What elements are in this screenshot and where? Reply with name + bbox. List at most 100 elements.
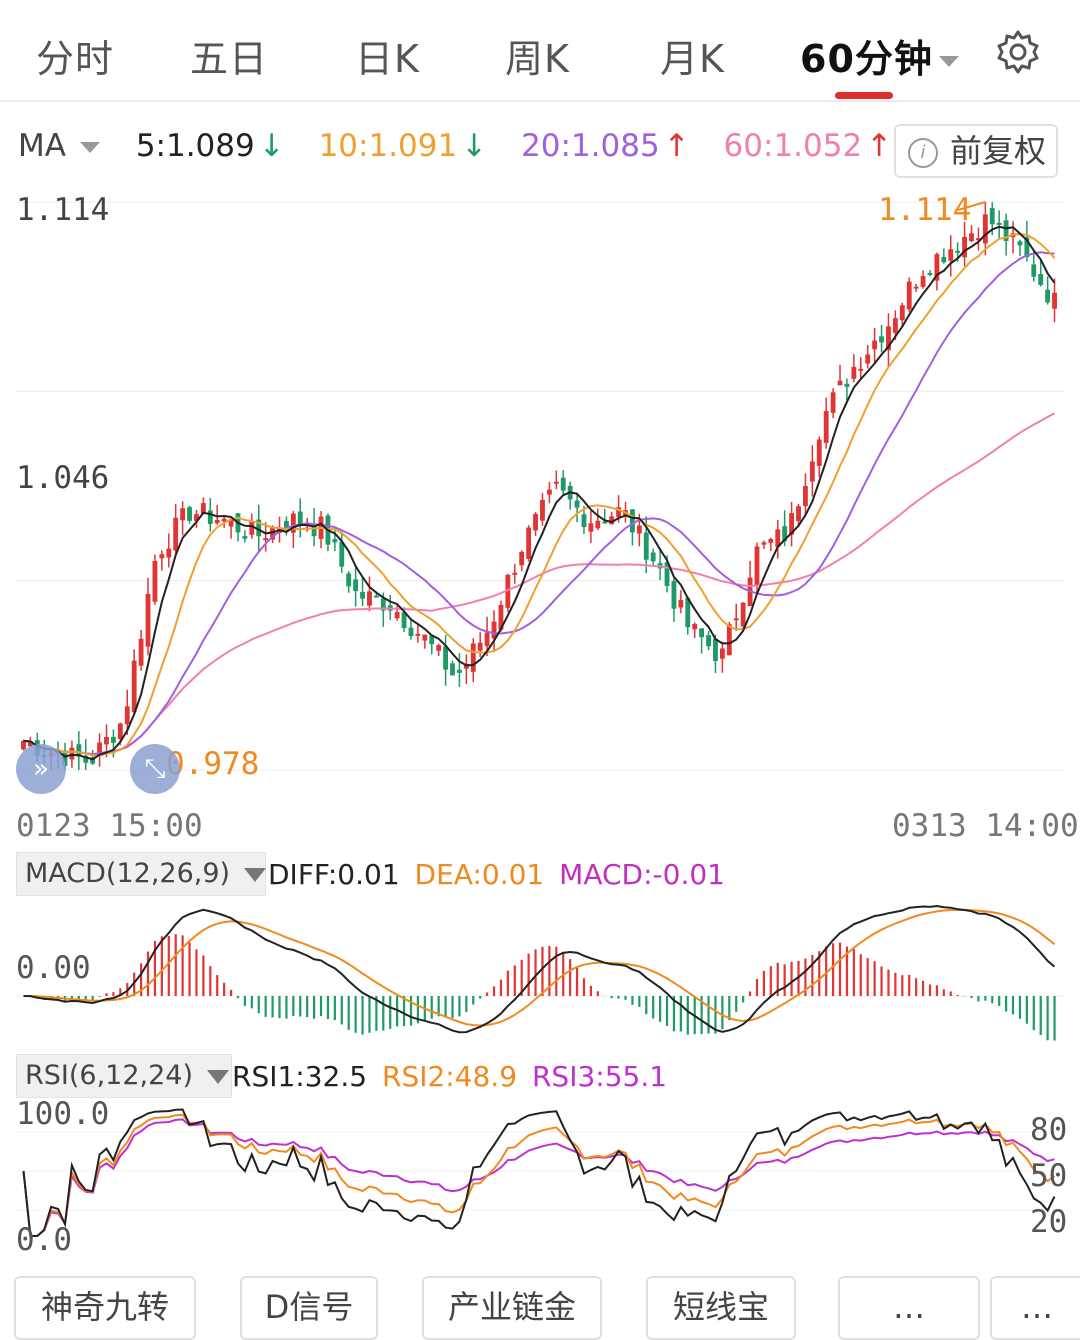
candle-body <box>346 573 352 587</box>
gear-icon[interactable] <box>994 28 1042 76</box>
candle-body <box>477 642 483 651</box>
candle-body <box>519 551 525 566</box>
candle-body <box>1052 292 1057 309</box>
candle-body <box>21 741 26 750</box>
candle-body <box>297 511 303 526</box>
candle-body <box>975 238 981 241</box>
industry-chain-button[interactable]: 产业链金 <box>422 1276 602 1340</box>
magic-nine-button[interactable]: 神奇九转 <box>14 1276 196 1340</box>
rsi-chart[interactable] <box>0 1098 1080 1248</box>
d-signal-button[interactable]: D信号 <box>240 1276 378 1340</box>
tab-daily-k[interactable]: 日K <box>355 37 420 81</box>
candle-body <box>263 538 269 541</box>
candle-body <box>858 368 864 371</box>
rsi-top-label: 100.0 <box>16 1096 110 1132</box>
candle-body <box>97 742 103 756</box>
price-axis-mid: 1.046 <box>16 460 110 496</box>
candle-body <box>422 634 428 641</box>
candle-body <box>242 536 248 539</box>
tab-weekly-k[interactable]: 周K <box>505 37 570 81</box>
candle-body <box>830 392 836 413</box>
candle-body <box>809 461 815 482</box>
candle-body <box>145 593 151 647</box>
more-button-1[interactable]: … <box>838 1276 980 1340</box>
candle-body <box>726 624 732 656</box>
candle-body <box>837 380 843 386</box>
candle-body <box>540 499 545 521</box>
candle-body <box>636 525 642 534</box>
ma-selector[interactable]: MA <box>18 128 122 164</box>
candle-body <box>1003 220 1009 241</box>
macd-chart[interactable] <box>0 896 1080 1046</box>
candle-body <box>802 486 808 507</box>
candle-body <box>671 581 677 609</box>
candle-body <box>367 591 372 606</box>
candle-body <box>989 208 995 225</box>
short-line-button[interactable]: 短线宝 <box>646 1276 796 1340</box>
candle-body <box>692 623 698 630</box>
tab-intraday[interactable]: 分时 <box>36 37 115 81</box>
candle-body <box>311 524 317 537</box>
info-icon: i <box>908 138 938 168</box>
candle-body <box>214 519 220 524</box>
candle-body <box>595 520 601 529</box>
macd-selector[interactable]: MACD(12,26,9) <box>16 852 267 896</box>
candle-body <box>256 519 262 537</box>
candle-body <box>450 663 455 676</box>
candle-body <box>664 562 670 586</box>
candle-body <box>955 250 961 253</box>
candle-body <box>906 281 912 310</box>
candle-body <box>110 736 116 743</box>
tab-60-minute[interactable]: 60分钟 <box>800 28 959 83</box>
candle-body <box>1031 264 1037 277</box>
adjust-price-button[interactable]: i 前复权 <box>894 124 1058 178</box>
candle-body <box>823 410 829 443</box>
candle-body <box>941 256 947 263</box>
candle-body <box>131 660 137 713</box>
rsi-right-50: 50 <box>1030 1158 1068 1194</box>
candle-body <box>104 736 109 745</box>
candle-body <box>290 513 296 533</box>
macd-zero-label: 0.00 <box>16 950 91 986</box>
candle-body <box>761 542 767 545</box>
ma10-value: 10:1.091 ↓ <box>318 128 488 164</box>
candle-body <box>283 520 289 530</box>
candlestick-chart[interactable] <box>0 190 1080 800</box>
candle-body <box>152 560 158 602</box>
chevron-down-icon <box>207 1069 229 1084</box>
expand-icon[interactable]: » <box>16 744 66 794</box>
candle-body <box>996 222 1002 225</box>
high-annotation: 1.114 <box>878 192 972 228</box>
candle-body <box>83 755 89 763</box>
candle-body <box>380 598 386 611</box>
more-button-2[interactable]: … <box>990 1276 1080 1340</box>
ma-label: MA <box>18 128 66 164</box>
candle-body <box>844 383 850 387</box>
candle-body <box>581 514 587 528</box>
candle-body <box>782 526 788 542</box>
fullscreen-icon[interactable]: ⤡ <box>130 744 180 794</box>
price-axis-top: 1.114 <box>16 192 110 228</box>
tab-monthly-k[interactable]: 月K <box>660 37 725 81</box>
candle-body <box>415 633 421 636</box>
candle-body <box>962 236 968 258</box>
diff-line <box>23 904 1056 1034</box>
tab-five-day[interactable]: 五日 <box>190 37 269 81</box>
rsi2-line <box>22 1113 1056 1237</box>
rsi-selector[interactable]: RSI(6,12,24) <box>16 1054 232 1098</box>
candle-body <box>373 595 379 598</box>
candle-body <box>886 326 891 351</box>
candle-body <box>360 591 365 599</box>
candle-body <box>851 366 857 379</box>
candle-body <box>796 506 801 522</box>
macd-dea: DEA:0.01 <box>414 858 545 891</box>
candle-body <box>872 340 878 350</box>
candle-body <box>200 503 206 514</box>
candle-body <box>353 579 359 592</box>
candle-body <box>574 500 580 508</box>
candle-body <box>733 618 739 621</box>
candle-body <box>754 546 760 586</box>
candle-body <box>456 669 462 673</box>
rsi-right-20: 20 <box>1030 1204 1068 1240</box>
candle-body <box>1024 237 1030 258</box>
